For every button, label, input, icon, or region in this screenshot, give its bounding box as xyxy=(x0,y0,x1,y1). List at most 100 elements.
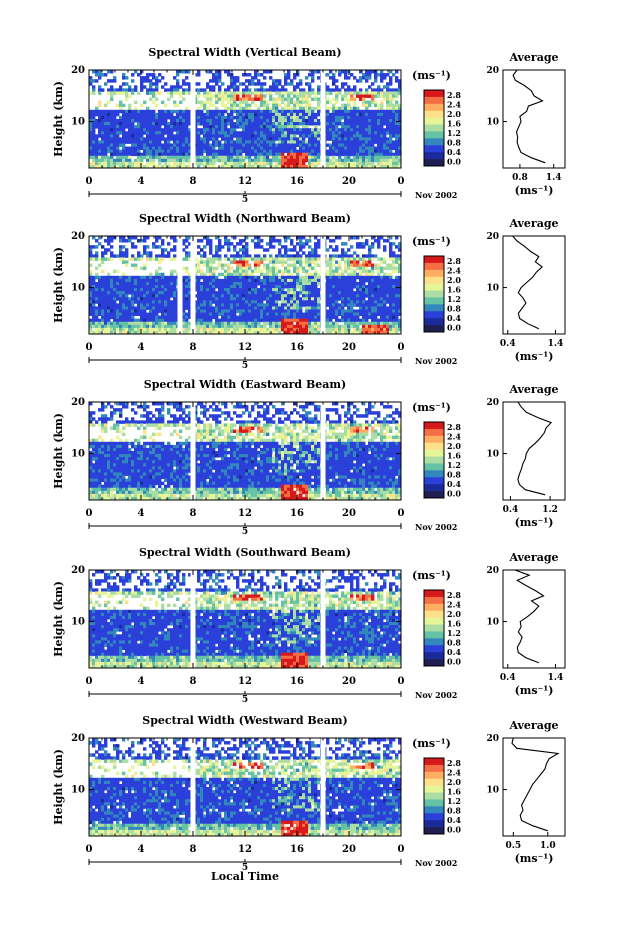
y-tick-label: 10 xyxy=(71,117,85,128)
colorbar-swatch xyxy=(424,631,444,638)
colorbar-swatch xyxy=(424,477,444,484)
colorbar-unit: (ms⁻¹) xyxy=(412,737,451,750)
profile-title: Average xyxy=(508,719,558,732)
data-gap xyxy=(178,236,183,334)
profile-y-tick-label: 10 xyxy=(486,450,499,460)
profile-title: Average xyxy=(508,51,558,64)
colorbar: (ms⁻¹)2.82.42.01.61.20.80.40.0 xyxy=(412,737,461,834)
colorbar: (ms⁻¹)2.82.42.01.61.20.80.40.0 xyxy=(412,235,461,332)
y-tick-label: 20 xyxy=(71,565,85,576)
x-tick-label: 16 xyxy=(290,176,304,187)
colorbar-unit: (ms⁻¹) xyxy=(412,569,451,582)
colorbar-swatch xyxy=(424,297,444,304)
x-tick-label: 8 xyxy=(190,176,197,187)
colorbar-swatch xyxy=(424,443,444,450)
date-label: Nov 2002 xyxy=(415,858,457,868)
x-tick-label: 12 xyxy=(238,676,252,687)
profile-x-tick-label: 1.4 xyxy=(548,673,564,683)
colorbar-tick-label: 2.0 xyxy=(447,275,461,285)
colorbar-tick-label: 1.2 xyxy=(447,460,461,470)
y-tick-label: 10 xyxy=(71,785,85,796)
colorbar-tick-label: 2.0 xyxy=(447,609,461,619)
profile-x-tick-label: 1.4 xyxy=(546,173,562,183)
profile-y-tick-label: 20 xyxy=(486,566,499,576)
colorbar-tick-label: 2.0 xyxy=(447,109,461,119)
colorbar-tick-label: 1.2 xyxy=(447,628,461,638)
date-label: Nov 2002 xyxy=(415,522,457,532)
x-tick-label: 0 xyxy=(86,176,93,187)
colorbar-swatch xyxy=(424,491,444,498)
x-tick-label: 8 xyxy=(190,342,197,353)
heatmap xyxy=(89,738,401,836)
colorbar-tick-label: 2.0 xyxy=(447,777,461,787)
panel-title: Spectral Width (Northward Beam) xyxy=(139,212,351,225)
colorbar-tick-label: 2.4 xyxy=(447,599,461,609)
x-tick-label: 12 xyxy=(238,342,252,353)
colorbar-swatch xyxy=(424,270,444,277)
profile-x-tick-label: 1.4 xyxy=(548,339,564,349)
date-label: Nov 2002 xyxy=(415,356,457,366)
colorbar-swatch xyxy=(424,827,444,834)
colorbar-swatch xyxy=(424,450,444,457)
colorbar-swatch xyxy=(424,484,444,491)
profile-y-tick-label: 10 xyxy=(486,618,499,628)
date-label: Nov 2002 xyxy=(415,690,457,700)
x-tick-label: 20 xyxy=(342,844,356,855)
panel-title: Spectral Width (Southward Beam) xyxy=(139,546,351,559)
profile-frame xyxy=(503,570,565,668)
colorbar-swatch xyxy=(424,758,444,765)
data-gap xyxy=(321,70,326,168)
profile-frame xyxy=(503,236,565,334)
y-axis-title: Height (km) xyxy=(52,247,65,323)
panel-1: Spectral Width (Northward Beam) Height (k… xyxy=(52,212,565,371)
y-tick-label: 10 xyxy=(71,617,85,628)
heatmap xyxy=(89,236,401,334)
x-tick-label: 0 xyxy=(398,342,405,353)
x-tick-label: 4 xyxy=(138,844,145,855)
colorbar-unit: (ms⁻¹) xyxy=(412,401,451,414)
profile-line xyxy=(513,236,543,329)
colorbar-swatch xyxy=(424,152,444,159)
colorbar-swatch xyxy=(424,104,444,111)
colorbar-tick-label: 1.2 xyxy=(447,294,461,304)
colorbar-swatch xyxy=(424,652,444,659)
colorbar-swatch xyxy=(424,625,444,632)
panel-0: Spectral Width (Vertical Beam)Height (km… xyxy=(52,46,565,205)
colorbar-swatch xyxy=(424,470,444,477)
profile-title: Average xyxy=(508,217,558,230)
profile-y-tick-label: 20 xyxy=(486,398,499,408)
colorbar-swatch xyxy=(424,111,444,118)
x-tick-label: 0 xyxy=(398,508,405,519)
y-axis-title: Height (km) xyxy=(52,413,65,489)
colorbar-swatch xyxy=(424,820,444,827)
panel-3: Spectral Width (Southward Beam)Height (k… xyxy=(52,546,565,705)
day-label: 5 xyxy=(242,527,248,537)
colorbar-tick-label: 0.4 xyxy=(447,313,461,323)
colorbar-swatch xyxy=(424,90,444,97)
colorbar-swatch xyxy=(424,786,444,793)
profile-unit: (ms⁻¹) xyxy=(515,350,554,363)
x-tick-label: 0 xyxy=(398,844,405,855)
profile-y-tick-label: 10 xyxy=(486,284,499,294)
data-gap xyxy=(321,402,326,500)
colorbar-swatch xyxy=(424,97,444,104)
x-tick-label: 20 xyxy=(342,342,356,353)
colorbar-tick-label: 0.8 xyxy=(447,303,461,313)
x-tick-label: 20 xyxy=(342,508,356,519)
profile-frame xyxy=(503,402,565,500)
profile-line xyxy=(513,70,545,163)
colorbar-tick-label: 0.4 xyxy=(447,479,461,489)
colorbar-tick-label: 1.6 xyxy=(447,618,461,628)
profile-title: Average xyxy=(508,383,558,396)
panel-title: Spectral Width (Westward Beam) xyxy=(142,714,347,727)
x-tick-label: 0 xyxy=(86,676,93,687)
y-axis-title: Height (km) xyxy=(52,749,65,825)
colorbar-tick-label: 0.4 xyxy=(447,815,461,825)
data-gap xyxy=(191,570,196,668)
colorbar-tick-label: 0.8 xyxy=(447,469,461,479)
x-tick-label: 0 xyxy=(86,342,93,353)
data-gap xyxy=(191,738,196,836)
